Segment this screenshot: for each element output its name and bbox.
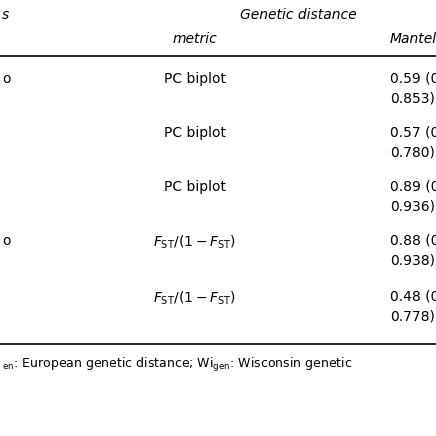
Text: PC biplot: PC biplot [164, 72, 226, 86]
Text: $F_\mathrm{ST}/(1-F_\mathrm{ST})$: $F_\mathrm{ST}/(1-F_\mathrm{ST})$ [153, 234, 237, 252]
Text: 0.57 (0.4–: 0.57 (0.4– [390, 126, 436, 140]
Text: s: s [2, 8, 9, 22]
Text: 0.780): 0.780) [390, 146, 435, 160]
Text: $F_\mathrm{ST}/(1-F_\mathrm{ST})$: $F_\mathrm{ST}/(1-F_\mathrm{ST})$ [153, 290, 237, 307]
Text: Mantel’s: Mantel’s [390, 32, 436, 46]
Text: 0.936): 0.936) [390, 200, 435, 214]
Text: 0.89 (0.8–: 0.89 (0.8– [390, 180, 436, 194]
Text: Genetic distance: Genetic distance [240, 8, 357, 22]
Text: 0.59 (0.4–: 0.59 (0.4– [390, 72, 436, 86]
Text: PC biplot: PC biplot [164, 180, 226, 194]
Text: 0.88 (0.7–: 0.88 (0.7– [390, 234, 436, 248]
Text: 0.778): 0.778) [390, 310, 435, 324]
Text: o: o [2, 72, 10, 86]
Text: 0.48 (0.3–: 0.48 (0.3– [390, 290, 436, 304]
Text: 0.938): 0.938) [390, 254, 435, 268]
Text: metric: metric [173, 32, 218, 46]
Text: PC biplot: PC biplot [164, 126, 226, 140]
Text: $_\mathrm{en}$: European genetic distance; Wi$_\mathrm{gen}$: Wisconsin genetic: $_\mathrm{en}$: European genetic distanc… [2, 356, 352, 374]
Text: 0.853): 0.853) [390, 92, 435, 106]
Text: o: o [2, 234, 10, 248]
